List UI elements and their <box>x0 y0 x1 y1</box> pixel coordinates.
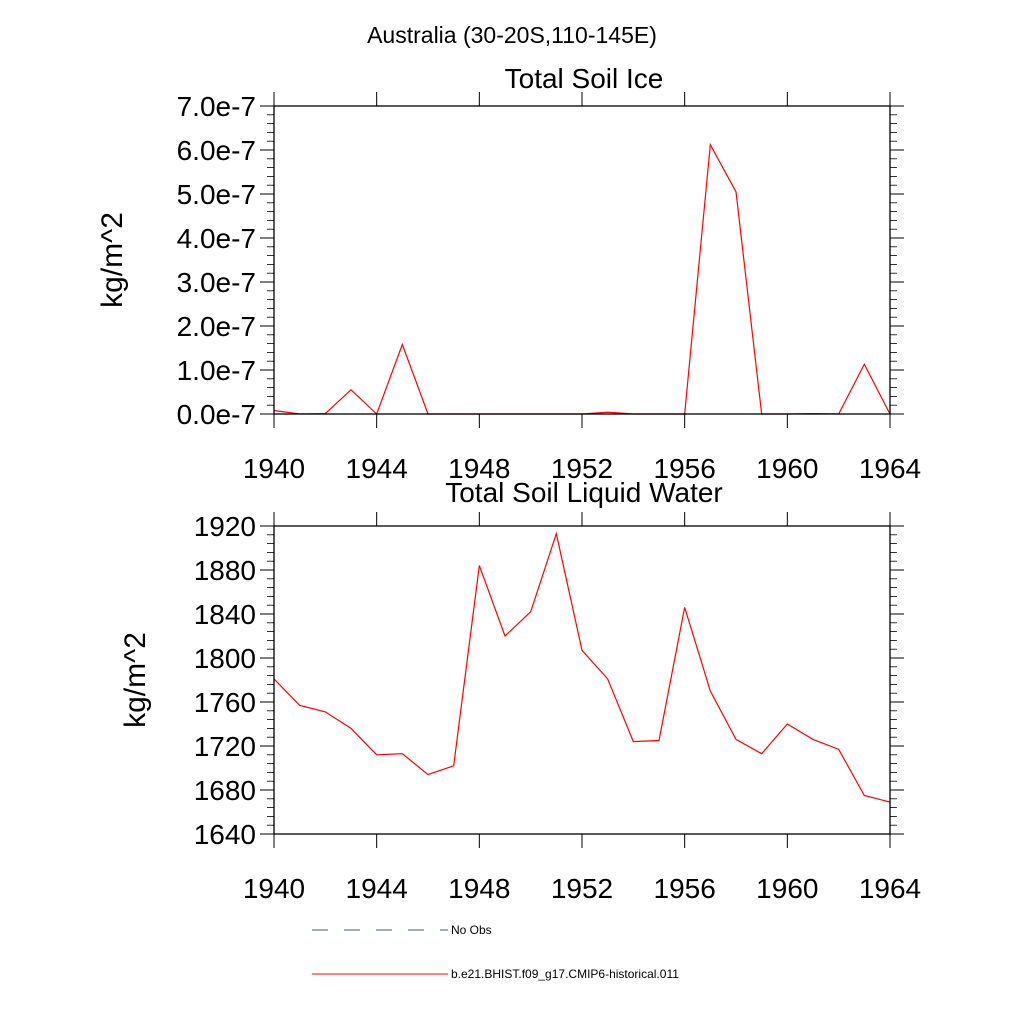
legend-label: No Obs <box>451 923 492 937</box>
y-tick-label: 1.0e-7 <box>177 355 256 386</box>
y-axis-label: kg/m^2 <box>96 212 129 308</box>
y-tick-label: 4.0e-7 <box>177 223 256 254</box>
y-tick-label: 5.0e-7 <box>177 179 256 210</box>
y-tick-label: 1680 <box>194 775 256 806</box>
y-tick-label: 1760 <box>194 687 256 718</box>
legend-entry-model: b.e21.BHIST.f09_g17.CMIP6-historical.011 <box>312 967 679 981</box>
x-tick-label: 1956 <box>654 873 716 904</box>
x-tick-label: 1948 <box>448 453 510 484</box>
y-tick-label: 1880 <box>194 555 256 586</box>
legend: No Obs b.e21.BHIST.f09_g17.CMIP6-histori… <box>312 923 679 981</box>
panel-title: Total Soil Liquid Water <box>445 477 723 508</box>
y-tick-label: 2.0e-7 <box>177 311 256 342</box>
x-tick-label: 1948 <box>448 873 510 904</box>
y-tick-label: 1840 <box>194 599 256 630</box>
y-axis-label: kg/m^2 <box>119 632 152 728</box>
y-tick-label: 7.0e-7 <box>177 91 256 122</box>
legend-entry-no-obs: No Obs <box>312 923 492 937</box>
y-tick-label: 1920 <box>194 511 256 542</box>
x-tick-label: 1952 <box>551 873 613 904</box>
x-tick-label: 1940 <box>243 873 305 904</box>
x-tick-label: 1952 <box>551 453 613 484</box>
main-title: Australia (30-20S,110-145E) <box>367 22 657 48</box>
tick-group: 0.0e-7 1.0e-7 2.0e-7 3.0e-7 4.0e-7 5.0e-7 6.0e… <box>177 91 922 484</box>
y-tick-label: 1640 <box>194 819 256 850</box>
soil-ice-series-line <box>273 142 891 416</box>
plot-frame <box>273 525 891 835</box>
y-tick-label: 1720 <box>194 731 256 762</box>
soil-liquid-water-panel: Total Soil Liquid Water kg/m^2 164016801… <box>119 477 921 904</box>
x-tick-label: 1964 <box>859 873 921 904</box>
x-tick-label: 1960 <box>756 873 818 904</box>
y-tick-label: 6.0e-7 <box>177 135 256 166</box>
legend-label: b.e21.BHIST.f09_g17.CMIP6-historical.011 <box>451 967 679 981</box>
x-tick-label: 1940 <box>243 453 305 484</box>
x-tick-label: 1944 <box>346 873 408 904</box>
x-tick-label: 1964 <box>859 453 921 484</box>
plot-frame <box>273 105 891 415</box>
x-tick-label: 1960 <box>756 453 818 484</box>
tick-group: 1640 1680 1720 1760 1800 1840 1880 1920 1940 1944… <box>194 511 921 904</box>
soil-ice-panel: Total Soil Ice kg/m^2 0.0e-7 1.0e-7 2.0e-7… <box>96 63 921 484</box>
y-tick-label: 0.0e-7 <box>177 399 256 430</box>
x-tick-label: 1944 <box>346 453 408 484</box>
y-tick-label: 3.0e-7 <box>177 267 256 298</box>
panel-title: Total Soil Ice <box>505 63 664 94</box>
y-tick-label: 1800 <box>194 643 256 674</box>
soil-liquid-water-series-line <box>273 531 891 803</box>
x-tick-label: 1956 <box>654 453 716 484</box>
